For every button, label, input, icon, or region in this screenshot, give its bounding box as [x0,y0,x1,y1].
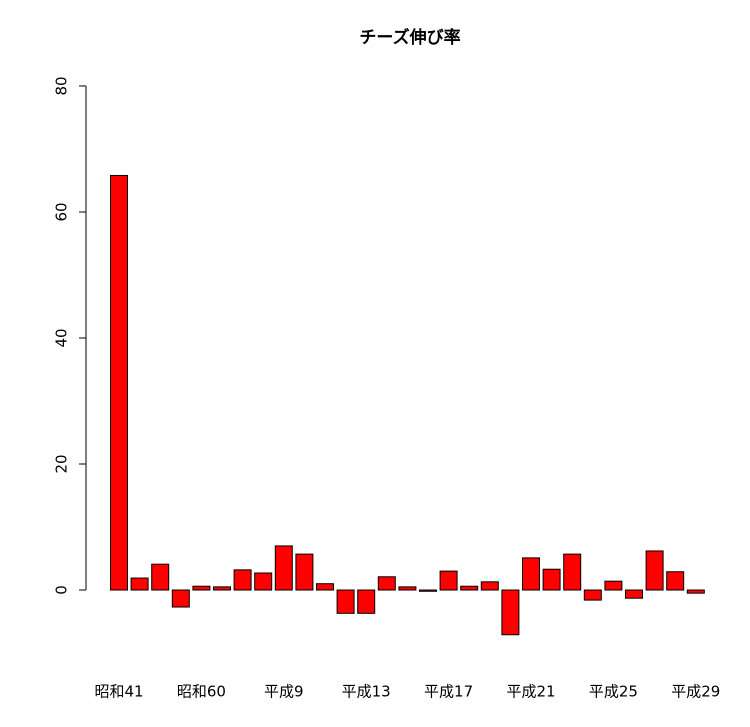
bar [604,580,623,591]
x-tick-label: 平成17 [424,683,473,701]
x-tick-label: 平成21 [506,683,555,701]
bar [398,586,417,591]
bar [419,589,437,592]
x-tick-label: 昭和41 [94,683,143,701]
y-tick-label: 80 [53,76,71,95]
x-tick-label: 平成9 [264,683,304,701]
bar [522,557,540,591]
bar [295,553,314,591]
bar [336,589,355,614]
bar [316,583,334,591]
bar [357,589,376,614]
bar [439,570,458,591]
bar [480,581,499,591]
bar [377,576,396,591]
bar [563,553,582,591]
bar [501,589,520,636]
y-tick-label: 60 [53,202,71,221]
x-tick-label: 平成25 [589,683,638,701]
x-tick-label: 平成13 [342,683,391,701]
x-tick-label: 昭和60 [177,683,226,701]
bar [151,563,170,591]
bar [233,569,252,591]
bar [130,577,149,591]
bar [625,589,643,599]
bar [583,589,602,601]
y-tick-label: 40 [53,328,71,347]
bar [542,568,561,591]
bar [460,585,479,591]
x-tick-label: 平成29 [671,683,720,701]
bar [645,550,664,591]
bar [171,589,190,608]
bar [254,572,273,591]
y-tick-label: 20 [53,454,71,473]
bar [192,585,211,591]
bar [666,571,685,591]
bar [110,174,128,591]
bar [686,589,705,594]
y-tick-label: 0 [53,585,71,595]
chart-title: チーズ伸び率 [359,27,460,48]
bar [213,586,231,591]
bar [274,545,293,591]
